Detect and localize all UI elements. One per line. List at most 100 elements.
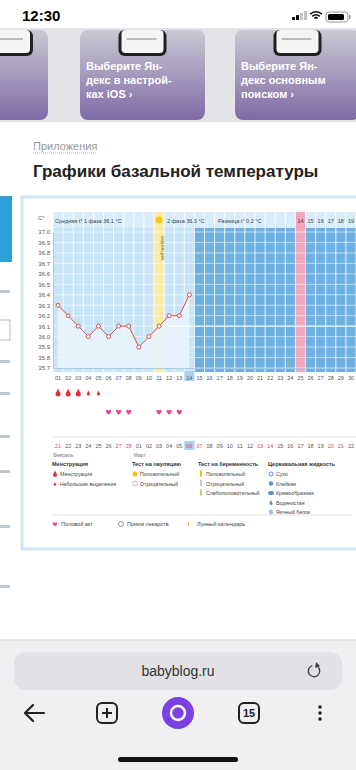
x-tick-label: 23 (277, 375, 283, 381)
legend-item: Половой акт (61, 521, 93, 527)
assistant-button[interactable] (162, 697, 194, 729)
y-tick: 36.1 (38, 324, 53, 330)
tabs-button[interactable] (239, 703, 259, 723)
y-tick-label: 37.0 (38, 229, 50, 235)
day-column (306, 228, 316, 372)
x-tick: 22 (267, 368, 273, 381)
promo-card[interactable] (0, 30, 48, 120)
difference-text: Разница t° 0.2 °C (218, 218, 261, 224)
x-tick: 16 (206, 368, 212, 381)
x-tick-label: 29 (338, 375, 344, 381)
legend-item: Положительный (140, 471, 179, 477)
url-text[interactable]: babyblog.ru (141, 663, 214, 679)
temperature-point (56, 303, 60, 307)
x-tick-label: 14 (186, 375, 192, 381)
breadcrumb-underline (33, 153, 96, 154)
x-tick: 27 (318, 368, 324, 381)
signal-bar (300, 13, 303, 20)
x-tick: 20 (247, 368, 253, 381)
assistant-inner (171, 706, 185, 720)
x-tick: 30 (348, 368, 354, 381)
x-tick-label: 02 (65, 375, 71, 381)
header-cell (285, 212, 295, 228)
column-line (265, 212, 266, 372)
x-tick-label: 26 (307, 375, 313, 381)
y-tick: 35.9 (38, 344, 53, 350)
legend-icon (269, 500, 272, 505)
y-tick-label: 36.0 (38, 334, 50, 340)
intercourse-heart (106, 410, 111, 415)
header-cell (336, 212, 346, 228)
column-line (275, 212, 276, 372)
x-tick: 21 (257, 368, 263, 381)
back-button[interactable] (25, 705, 44, 721)
temperature-point (177, 314, 181, 318)
menu-dot[interactable] (318, 717, 322, 721)
sidebar-line (0, 525, 10, 528)
day-column (245, 228, 255, 372)
header-cell (144, 212, 154, 228)
y-tick-label: 36.6 (38, 271, 50, 277)
promo-text: декс основным (241, 74, 326, 86)
card-bg (235, 30, 356, 120)
promo-card[interactable]: Выберите Ян-декс основнымпоиском › (235, 30, 356, 120)
promo-text: поиском › (241, 88, 294, 100)
x-tick-label: 11 (156, 375, 162, 381)
menu-dot[interactable] (318, 705, 322, 709)
x-tick-label: 04 (85, 375, 91, 381)
url-field[interactable] (14, 652, 342, 690)
phase1-text: Средняя t° 1 фаза 36.1 °C (55, 218, 122, 224)
ovulation-marker (156, 217, 163, 224)
day-column (225, 228, 235, 372)
x-tick-label: 01 (55, 375, 61, 381)
legend-item: Лунный календарь (197, 521, 245, 527)
y-tick: 36.0 (38, 334, 53, 340)
y-tick-label: 36.7 (38, 261, 50, 267)
breadcrumb[interactable]: Приложения (33, 140, 97, 152)
temperature-point (137, 345, 141, 349)
wifi-arc (314, 17, 318, 19)
new-tab-button[interactable] (97, 703, 117, 723)
x-tick: 02 (65, 368, 71, 381)
y-tick: 36.7 (38, 261, 53, 267)
legend-title: Цервикальная жидкость (268, 461, 336, 467)
battery-nub (349, 15, 351, 19)
x-tick: 08 (126, 368, 132, 381)
y-tick: 36.3 (38, 303, 53, 309)
page-title: Графики базальной температуры (33, 162, 318, 181)
reload-icon[interactable] (308, 665, 321, 678)
menu-dot[interactable] (318, 711, 322, 715)
column-line (234, 212, 235, 372)
plot-marks (56, 293, 356, 368)
x-tick: 13 (176, 368, 182, 381)
predicted-column (295, 212, 305, 372)
promo-card[interactable]: Выберите Ян-декс в настрой-ках iOS › (80, 30, 205, 120)
y-tick-label: 35.7 (38, 365, 50, 371)
y-tick-label: 36.5 (38, 282, 50, 288)
x-tick: 06 (105, 368, 111, 381)
legend-icon (53, 522, 57, 526)
x-tick-label: 15 (196, 375, 202, 381)
phone-screen (122, 30, 164, 53)
temperature-point (66, 314, 70, 318)
day-column (205, 228, 215, 372)
calendar-separator (53, 437, 356, 438)
temperature-point (167, 314, 171, 318)
intercourse-heart (116, 410, 121, 415)
x-tick: 09 (136, 368, 142, 381)
header-cell (134, 212, 144, 228)
calendar-date: 08 (206, 443, 212, 449)
signal-bar (296, 15, 299, 20)
x-tick-label: 03 (75, 375, 81, 381)
temperature-point (107, 335, 111, 339)
day-column (316, 228, 326, 372)
y-tick-label: 35.8 (38, 355, 50, 361)
promo-text: декс в настрой- (86, 74, 172, 86)
x-tick: 19 (237, 368, 243, 381)
browser-bar (0, 640, 356, 770)
legend-icon (53, 471, 57, 477)
card-bg (80, 30, 205, 120)
legend-icon (200, 480, 202, 486)
x-tick: 23 (277, 368, 283, 381)
x-tick: 11 (156, 368, 162, 381)
